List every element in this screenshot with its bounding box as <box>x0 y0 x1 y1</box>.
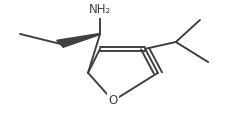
Text: O: O <box>108 94 118 107</box>
Text: NH₂: NH₂ <box>89 3 111 16</box>
Polygon shape <box>57 33 101 47</box>
